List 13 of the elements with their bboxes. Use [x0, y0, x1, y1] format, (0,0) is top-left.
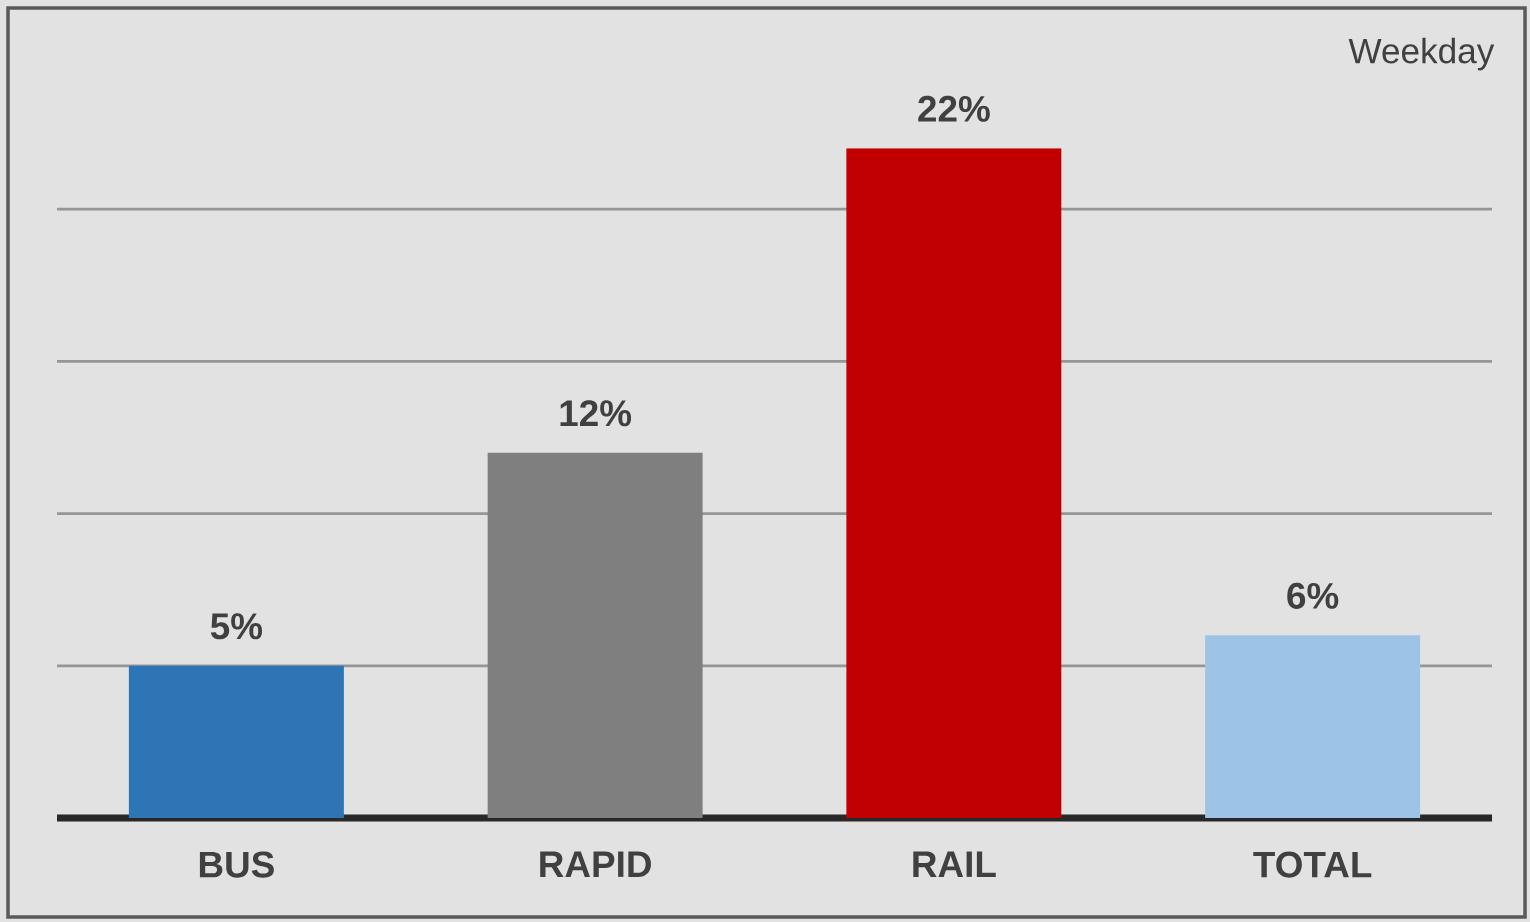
- data-label: 12%: [560, 400, 632, 427]
- bar: [846, 148, 1062, 818]
- data-label: 5%: [210, 613, 263, 640]
- x-tick-label: RAIL: [913, 851, 996, 877]
- bar: [128, 665, 344, 818]
- chart-title: Weekday: [1348, 37, 1495, 71]
- data-label: 22%: [918, 95, 990, 122]
- x-tick-label: RAPID: [540, 851, 651, 877]
- x-tick-label: TOTAL: [1253, 851, 1372, 878]
- bar: [487, 452, 703, 818]
- x-tick-label: BUS: [199, 851, 274, 878]
- data-label: 6%: [1287, 582, 1339, 609]
- bar: [1205, 635, 1421, 818]
